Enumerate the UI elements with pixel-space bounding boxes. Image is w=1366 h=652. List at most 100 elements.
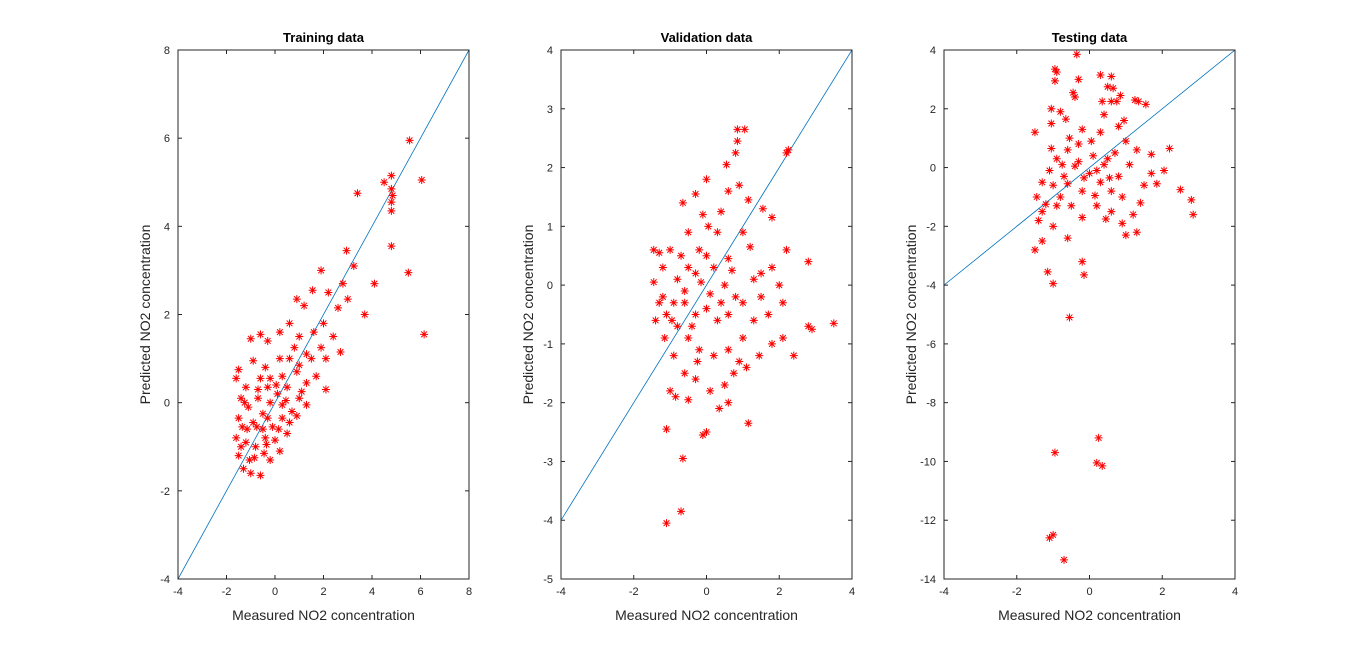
data-point — [302, 350, 311, 359]
data-point — [319, 319, 328, 328]
data-point — [1041, 200, 1050, 209]
data-point — [302, 400, 311, 409]
data-point — [250, 453, 259, 462]
data-point — [1045, 166, 1054, 175]
data-point — [1112, 97, 1121, 106]
data-point — [278, 372, 287, 381]
y-tick-label: 0 — [547, 280, 553, 292]
data-point — [1063, 145, 1072, 154]
data-point — [1072, 50, 1081, 59]
data-point — [1050, 448, 1059, 457]
data-point — [706, 289, 715, 298]
data-point — [1105, 173, 1114, 182]
data-point — [1047, 144, 1056, 153]
data-point — [1110, 148, 1119, 157]
data-point — [241, 438, 250, 447]
x-tick-label: -2 — [629, 586, 639, 598]
data-point — [1114, 172, 1123, 181]
plot-panel-3: -4 -2 0 2 4 -14 -12 -10 -8 -6 -4 -2 0 2 4 Testing data M… — [903, 30, 1238, 623]
data-point — [709, 351, 718, 360]
data-point — [758, 204, 767, 213]
data-point — [251, 442, 260, 451]
data-point — [1129, 210, 1138, 219]
data-point — [1107, 72, 1116, 81]
data-point — [258, 425, 267, 434]
data-point — [693, 357, 702, 366]
data-point — [782, 245, 791, 254]
data-point — [338, 279, 347, 288]
y-tick-label: -4 — [543, 515, 553, 527]
data-point — [300, 301, 309, 310]
data-point — [829, 319, 838, 328]
data-point — [360, 310, 369, 319]
data-point — [1187, 195, 1196, 204]
data-point — [1034, 216, 1043, 225]
data-point — [1070, 93, 1079, 102]
y-tick-label: -10 — [920, 456, 936, 468]
data-point — [240, 398, 249, 407]
data-point — [349, 262, 358, 271]
data-point — [1140, 181, 1149, 190]
data-point — [290, 343, 299, 352]
data-point — [321, 354, 330, 363]
data-point — [1160, 166, 1169, 175]
data-point — [669, 351, 678, 360]
data-point — [1109, 84, 1118, 93]
data-point — [684, 334, 693, 343]
data-point — [715, 404, 724, 413]
data-point — [738, 334, 747, 343]
data-point — [243, 425, 252, 434]
data-point — [387, 198, 396, 207]
data-point — [249, 356, 258, 365]
data-point — [1107, 187, 1116, 196]
x-tick-label: -2 — [222, 586, 232, 598]
data-point — [680, 369, 689, 378]
data-point — [709, 263, 718, 272]
y-tick-label: -2 — [543, 398, 553, 410]
x-tick-label: 2 — [1159, 586, 1165, 598]
x-tick-label: 2 — [320, 586, 326, 598]
x-tick-label: 0 — [272, 586, 278, 598]
data-point — [1067, 201, 1076, 210]
data-point — [272, 381, 281, 390]
data-point — [1056, 192, 1065, 201]
data-point — [649, 278, 658, 287]
data-point — [262, 440, 271, 449]
data-point — [677, 507, 686, 516]
data-point — [266, 374, 275, 383]
data-point — [295, 394, 304, 403]
data-point — [309, 328, 318, 337]
data-point — [1107, 207, 1116, 216]
data-point — [261, 363, 270, 372]
data-point — [278, 400, 287, 409]
data-point — [755, 351, 764, 360]
data-point — [343, 295, 352, 304]
data-point — [713, 228, 722, 237]
data-point — [1052, 201, 1061, 210]
x-tick-label: -4 — [173, 586, 183, 598]
data-point — [764, 310, 773, 319]
data-point — [1114, 122, 1123, 131]
data-point — [1125, 160, 1134, 169]
data-point — [731, 292, 740, 301]
data-point — [334, 303, 343, 312]
data-point — [691, 375, 700, 384]
data-point — [735, 181, 744, 190]
y-tick-label: -4 — [926, 280, 936, 292]
data-point — [1100, 160, 1109, 169]
data-point — [1043, 267, 1052, 276]
data-point — [1120, 116, 1129, 125]
data-point — [658, 292, 667, 301]
reference-line — [944, 50, 1235, 286]
data-point — [254, 394, 263, 403]
data-point — [1092, 458, 1101, 467]
data-point — [658, 263, 667, 272]
data-point — [778, 298, 787, 307]
data-point — [695, 345, 704, 354]
y-tick-label: -2 — [160, 486, 170, 498]
x-tick-label: 4 — [849, 586, 855, 598]
data-point — [1074, 157, 1083, 166]
data-point — [278, 414, 287, 423]
data-layer — [178, 50, 469, 579]
